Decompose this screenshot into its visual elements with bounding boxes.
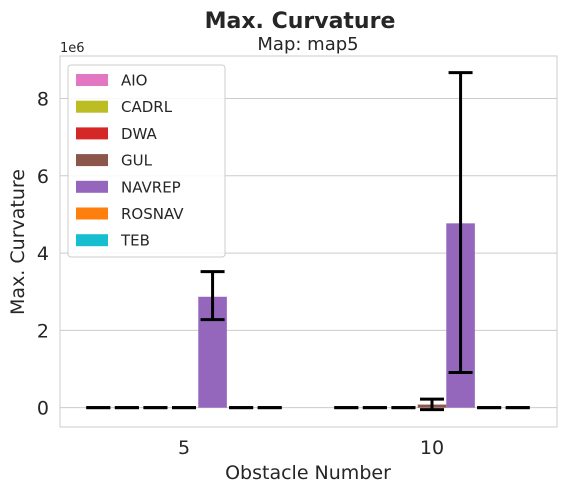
legend-swatch-rosnav [76, 208, 108, 220]
legend-label-dwa: DWA [121, 125, 158, 143]
x-tick-labels: 5 10 [178, 437, 444, 459]
legend: AIO CADRL DWA GUL NAVREP ROSNAV TEB [68, 65, 225, 257]
legend-label-rosnav: ROSNAV [121, 205, 184, 223]
x-tick-label: 5 [178, 437, 190, 459]
x-axis-label: Obstacle Number [225, 462, 391, 484]
legend-swatch-dwa [76, 127, 108, 139]
legend-swatch-teb [76, 234, 108, 246]
y-tick-label: 6 [37, 166, 49, 188]
legend-label-navrep: NAVREP [121, 178, 181, 196]
legend-label-teb: TEB [120, 232, 150, 250]
x-tick-label: 10 [420, 437, 444, 459]
legend-swatch-aio [76, 74, 108, 86]
y-tick-label: 2 [37, 320, 49, 342]
chart-subtitle: Map: map5 [257, 34, 358, 55]
y-offset-label: 1e6 [60, 41, 85, 56]
legend-label-gul: GUL [121, 152, 153, 170]
legend-swatch-navrep [76, 181, 108, 193]
chart-title: Max. Curvature [205, 9, 396, 34]
y-tick-label: 8 [37, 89, 49, 111]
y-tick-labels: 0 2 4 6 8 [37, 89, 49, 420]
y-tick-label: 0 [37, 398, 49, 420]
legend-label-aio: AIO [121, 72, 148, 90]
y-tick-label: 4 [37, 243, 49, 265]
legend-swatch-gul [76, 154, 108, 166]
legend-label-cadrl: CADRL [121, 98, 173, 116]
y-axis-label: Max. Curvature [7, 169, 29, 315]
legend-swatch-cadrl [76, 101, 108, 113]
